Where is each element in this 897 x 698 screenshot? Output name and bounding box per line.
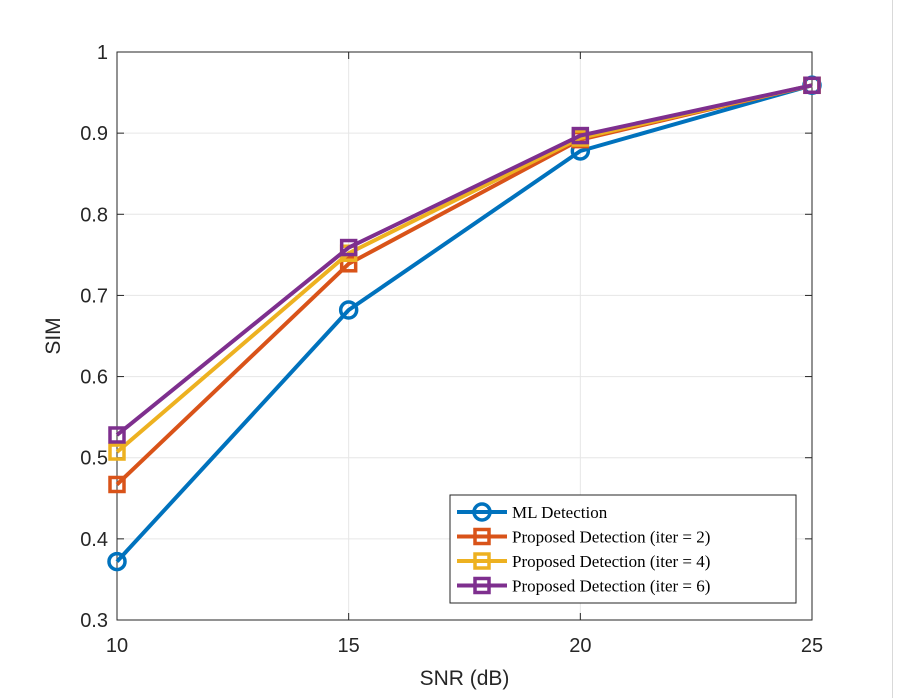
y-tick-label: 0.4 xyxy=(80,529,108,551)
legend-label: Proposed Detection (iter = 6) xyxy=(512,577,710,596)
series-3 xyxy=(108,76,821,461)
series-layer xyxy=(107,75,822,572)
plot-frame xyxy=(116,51,813,621)
data-point-marker xyxy=(107,551,127,572)
right-edge-divider xyxy=(892,0,893,698)
legend: ML Detection Proposed Detection (iter = 2… xyxy=(449,494,797,604)
legend-entry: Proposed Detection (iter = 4) xyxy=(457,552,710,571)
y-tick-label: 0.8 xyxy=(80,204,108,226)
series-4 xyxy=(108,76,821,444)
legend-entry: Proposed Detection (iter = 2) xyxy=(457,528,710,547)
data-point-marker xyxy=(339,255,358,273)
data-point-marker xyxy=(571,126,590,145)
series-line xyxy=(115,83,813,437)
y-tick-label: 0.7 xyxy=(80,285,108,307)
legend-label: ML Detection xyxy=(512,503,608,522)
legend-marker xyxy=(473,576,491,595)
x-tick-label: 20 xyxy=(569,635,591,657)
y-tick-label: 0.6 xyxy=(80,367,108,389)
data-point-marker xyxy=(803,76,821,95)
y-tick-label: 0.3 xyxy=(80,610,108,632)
y-tick-label: 1 xyxy=(97,42,108,64)
data-point-marker xyxy=(108,443,126,461)
x-tick-label: 25 xyxy=(801,635,823,657)
tick-labels: 10 15 20 25 0.3 0.4 0.5 0.6 0.7 0.8 0.9 1 xyxy=(80,42,823,657)
y-tick-label: 0.5 xyxy=(80,448,108,470)
series-2 xyxy=(108,76,821,494)
legend-entry: ML Detection xyxy=(457,502,608,522)
x-tick-label: 10 xyxy=(106,635,128,657)
series-line xyxy=(115,83,813,454)
y-tick-label: 0.9 xyxy=(80,123,108,145)
legend-marker xyxy=(473,527,491,546)
x-tick-label: 15 xyxy=(338,635,360,657)
series-line xyxy=(115,83,813,563)
series-line xyxy=(115,83,813,486)
data-point-marker xyxy=(108,475,126,494)
legend-marker xyxy=(473,552,491,570)
data-point-marker xyxy=(338,300,359,320)
legend-marker xyxy=(472,502,492,522)
legend-label: Proposed Detection (iter = 4) xyxy=(512,552,710,571)
legend-box xyxy=(449,494,797,604)
y-axis-label: SIM xyxy=(42,317,65,354)
data-point-marker xyxy=(339,238,358,257)
ticks xyxy=(116,51,813,621)
legend-entry: Proposed Detection (iter = 6) xyxy=(457,577,710,596)
legend-label: Proposed Detection (iter = 2) xyxy=(512,528,710,547)
data-point-marker xyxy=(108,426,126,444)
x-axis-label: SNR (dB) xyxy=(420,667,510,690)
